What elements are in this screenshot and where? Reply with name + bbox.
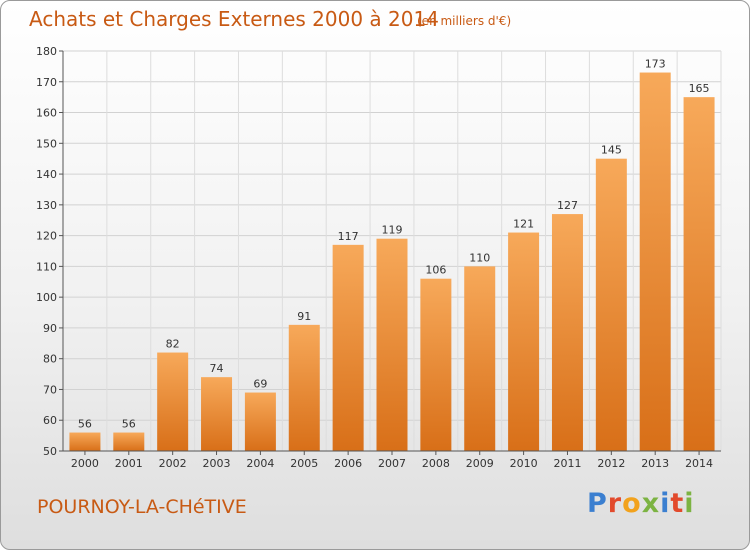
x-tick-label: 2011 xyxy=(553,457,581,470)
x-tick-label: 2009 xyxy=(466,457,494,470)
bar xyxy=(201,377,233,451)
bar-value-label: 121 xyxy=(513,218,534,231)
chart-subtitle: (en milliers d'€) xyxy=(417,14,512,28)
bar xyxy=(332,244,364,451)
chart-title: Achats et Charges Externes 2000 à 2014 xyxy=(29,7,439,31)
bar-value-label: 69 xyxy=(253,378,267,391)
bar-value-label: 165 xyxy=(689,82,710,95)
bar-value-label: 56 xyxy=(78,418,92,431)
bar-value-label: 110 xyxy=(469,251,490,264)
bar-value-label: 74 xyxy=(210,362,224,375)
bar-value-label: 91 xyxy=(297,310,311,323)
y-tick-label: 110 xyxy=(36,260,57,273)
bar xyxy=(551,214,583,451)
x-tick-label: 2010 xyxy=(510,457,538,470)
x-tick-label: 2005 xyxy=(290,457,318,470)
bar xyxy=(157,352,189,451)
bar-value-label: 127 xyxy=(557,199,578,212)
bar-value-label: 119 xyxy=(382,224,403,237)
bar xyxy=(464,266,496,451)
y-tick-label: 100 xyxy=(36,291,57,304)
brand-letter: i xyxy=(684,488,695,519)
y-tick-label: 170 xyxy=(36,76,57,89)
y-tick-label: 120 xyxy=(36,230,57,243)
proxiti-logo[interactable]: Proxiti xyxy=(587,488,695,519)
brand-letter: r xyxy=(607,488,623,519)
bar xyxy=(69,432,101,451)
y-tick-label: 140 xyxy=(36,168,57,181)
y-tick-label: 160 xyxy=(36,107,57,120)
bar xyxy=(595,158,627,451)
x-tick-label: 2003 xyxy=(203,457,231,470)
brand-letter: o xyxy=(622,488,642,519)
x-tick-label: 2012 xyxy=(597,457,625,470)
x-tick-label: 2001 xyxy=(115,457,143,470)
y-tick-label: 60 xyxy=(43,414,57,427)
x-tick-label: 2014 xyxy=(685,457,713,470)
y-tick-label: 150 xyxy=(36,137,57,150)
commune-name: POURNOY-LA-CHéTIVE xyxy=(37,496,247,518)
brand-letter: t xyxy=(670,488,685,519)
bar xyxy=(508,232,540,451)
bar-value-label: 106 xyxy=(425,264,446,277)
bar-value-label: 173 xyxy=(645,58,666,71)
y-tick-label: 180 xyxy=(36,45,57,58)
x-tick-label: 2002 xyxy=(159,457,187,470)
x-tick-label: 2007 xyxy=(378,457,406,470)
bar xyxy=(113,432,145,451)
bar xyxy=(420,278,452,451)
bar-value-label: 56 xyxy=(122,418,136,431)
bar xyxy=(376,238,408,451)
bar-value-label: 82 xyxy=(166,338,180,351)
bar-value-label: 145 xyxy=(601,144,622,157)
bar xyxy=(639,72,671,452)
y-tick-label: 130 xyxy=(36,199,57,212)
y-tick-label: 70 xyxy=(43,383,57,396)
x-tick-label: 2013 xyxy=(641,457,669,470)
y-tick-label: 80 xyxy=(43,353,57,366)
bar xyxy=(244,392,276,451)
brand-letter: x xyxy=(641,488,661,519)
brand-letter: i xyxy=(660,488,671,519)
bar xyxy=(288,324,320,451)
x-tick-label: 2004 xyxy=(246,457,274,470)
x-tick-label: 2000 xyxy=(71,457,99,470)
y-tick-label: 90 xyxy=(43,322,57,335)
bar-value-label: 117 xyxy=(338,230,359,243)
y-tick-label: 50 xyxy=(43,445,57,458)
x-tick-label: 2008 xyxy=(422,457,450,470)
brand-letter: P xyxy=(587,488,608,519)
bar xyxy=(683,97,715,452)
x-tick-label: 2006 xyxy=(334,457,362,470)
